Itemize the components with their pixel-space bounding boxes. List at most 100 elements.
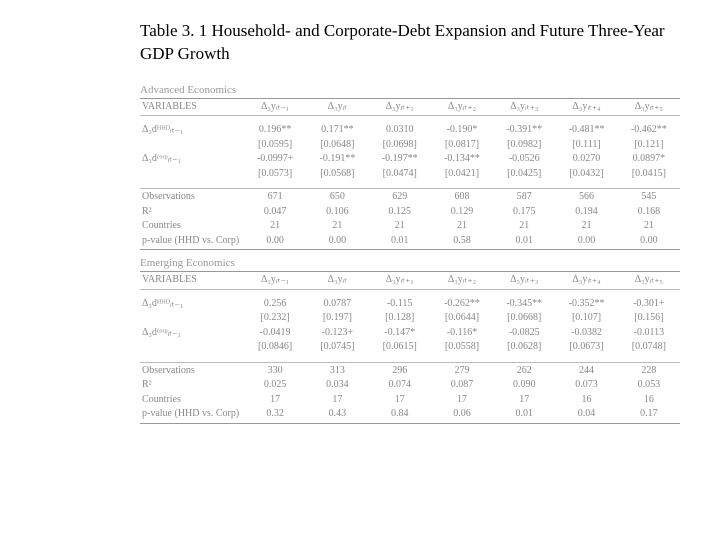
rule-thick: [140, 98, 680, 99]
coef-value: -0.481**: [555, 123, 617, 138]
coef-value: -0.116*: [431, 326, 493, 341]
column-header: Δ₃yᵢₜ₊₅: [618, 273, 680, 288]
stat-value: 608: [431, 190, 493, 205]
column-header: Δ₃yᵢₜ₊₄: [555, 100, 617, 115]
stat-row: Observations671650629608587566545: [140, 190, 680, 205]
se-value: [0.0748]: [618, 340, 680, 355]
coef-row: Δ₃dᶜᵒʳᵖᵢₜ₋₁-0.0997+-0.191**-0.197**-0.13…: [140, 152, 680, 167]
column-header: Δ₃yᵢₜ₊₃: [493, 273, 555, 288]
se-value: [0.121]: [618, 138, 680, 153]
coef-row: Δ₃dᴴᴴᴰᵢₜ₋₁0.196**0.171**0.0310-0.190*-0.…: [140, 123, 680, 138]
variables-label: VARIABLES: [140, 100, 244, 115]
stat-value: 0.106: [306, 205, 368, 220]
se-value: [0.197]: [306, 311, 368, 326]
se-value: [0.128]: [369, 311, 431, 326]
stat-value: 0.00: [618, 234, 680, 249]
stat-row: R²0.0250.0340.0740.0870.0900.0730.053: [140, 378, 680, 393]
rule-thick: [140, 423, 680, 424]
stat-value: 0.32: [244, 407, 306, 422]
stat-row: Countries21212121212121: [140, 219, 680, 234]
rule-thick: [140, 271, 680, 272]
coef-value: 0.0787: [306, 297, 368, 312]
se-value: [0.0595]: [244, 138, 306, 153]
coef-value: -0.262**: [431, 297, 493, 312]
stat-value: 17: [369, 393, 431, 408]
se-value: [0.0673]: [555, 340, 617, 355]
stat-label: R²: [140, 378, 244, 393]
stat-value: 21: [244, 219, 306, 234]
stat-value: 21: [618, 219, 680, 234]
coef-value: -0.191**: [306, 152, 368, 167]
se-row: [0.232][0.197][0.128][0.0644][0.0668][0.…: [140, 311, 680, 326]
stat-value: 0.053: [618, 378, 680, 393]
header-row: VARIABLESΔ₃yᵢₜ₋₁Δ₃yᵢₜΔ₃yᵢₜ₊₁Δ₃yᵢₜ₊₂Δ₃yᵢₜ…: [140, 100, 680, 115]
regression-table: VARIABLESΔ₃yᵢₜ₋₁Δ₃yᵢₜΔ₃yᵢₜ₊₁Δ₃yᵢₜ₊₂Δ₃yᵢₜ…: [140, 100, 680, 252]
stat-value: 0.58: [431, 234, 493, 249]
column-header: Δ₃yᵢₜ₊₃: [493, 100, 555, 115]
stat-value: 0.087: [431, 378, 493, 393]
panel-name: Advanced Economics: [140, 84, 680, 96]
stat-value: 0.168: [618, 205, 680, 220]
coef-value: -0.0526: [493, 152, 555, 167]
se-value: [0.0573]: [244, 167, 306, 182]
se-value: [0.0558]: [431, 340, 493, 355]
stat-label: p-value (HHD vs. Corp): [140, 407, 244, 422]
column-header: Δ₃yᵢₜ₊₄: [555, 273, 617, 288]
stat-value: 566: [555, 190, 617, 205]
rule-thick: [140, 249, 680, 250]
column-header: Δ₃yᵢₜ₊₂: [431, 273, 493, 288]
se-value: [0.0474]: [369, 167, 431, 182]
se-row: [0.0573][0.0568][0.0474][0.0421][0.0425]…: [140, 167, 680, 182]
stat-value: 17: [431, 393, 493, 408]
coef-value: 0.196**: [244, 123, 306, 138]
rule-thin: [140, 362, 680, 363]
stat-value: 244: [555, 364, 617, 379]
stat-value: 0.01: [369, 234, 431, 249]
stat-value: 0.090: [493, 378, 555, 393]
stat-value: 279: [431, 364, 493, 379]
column-header: Δ₃yᵢₜ₊₅: [618, 100, 680, 115]
page-container: Table 3. 1 Household- and Corporate-Debt…: [0, 0, 720, 449]
coef-value: -0.462**: [618, 123, 680, 138]
stat-value: 545: [618, 190, 680, 205]
stat-value: 671: [244, 190, 306, 205]
se-row: [0.0846][0.0745][0.0615][0.0558][0.0628]…: [140, 340, 680, 355]
stat-value: 0.047: [244, 205, 306, 220]
stat-row: Observations330313296279262244228: [140, 364, 680, 379]
variables-label: VARIABLES: [140, 273, 244, 288]
coef-value: -0.147*: [369, 326, 431, 341]
coef-value: -0.391**: [493, 123, 555, 138]
stat-label: Observations: [140, 190, 244, 205]
stat-value: 0.06: [431, 407, 493, 422]
se-value: [0.0698]: [369, 138, 431, 153]
se-value: [0.0745]: [306, 340, 368, 355]
coef-value: -0.115: [369, 297, 431, 312]
stat-value: 16: [618, 393, 680, 408]
header-row: VARIABLESΔ₃yᵢₜ₋₁Δ₃yᵢₜΔ₃yᵢₜ₊₁Δ₃yᵢₜ₊₂Δ₃yᵢₜ…: [140, 273, 680, 288]
panel-name: Emerging Economics: [140, 257, 680, 269]
se-value: [0.0644]: [431, 311, 493, 326]
coef-value: 0.256: [244, 297, 306, 312]
se-value: [0.0425]: [493, 167, 555, 182]
stat-value: 629: [369, 190, 431, 205]
se-row: [0.0595][0.0648][0.0698][0.0817][0.0982]…: [140, 138, 680, 153]
stat-value: 313: [306, 364, 368, 379]
stat-row: p-value (HHD vs. Corp)0.320.430.840.060.…: [140, 407, 680, 422]
coef-value: -0.0419: [244, 326, 306, 341]
table-body: Advanced Economics VARIABLESΔ₃yᵢₜ₋₁Δ₃yᵢₜΔ…: [140, 84, 680, 425]
stat-value: 0.175: [493, 205, 555, 220]
se-value: [0.0615]: [369, 340, 431, 355]
stat-value: 17: [493, 393, 555, 408]
coef-value: 0.0310: [369, 123, 431, 138]
stat-row: R²0.0470.1060.1250.1290.1750.1940.168: [140, 205, 680, 220]
se-value: [0.156]: [618, 311, 680, 326]
stat-label: p-value (HHD vs. Corp): [140, 234, 244, 249]
column-header: Δ₃yᵢₜ₊₁: [369, 100, 431, 115]
se-value: [0.232]: [244, 311, 306, 326]
se-value: [0.111]: [555, 138, 617, 153]
se-value: [0.0432]: [555, 167, 617, 182]
coef-value: -0.190*: [431, 123, 493, 138]
coef-label: Δ₃dᶜᵒʳᵖᵢₜ₋₁: [140, 326, 244, 341]
stat-value: 0.04: [555, 407, 617, 422]
stat-value: 330: [244, 364, 306, 379]
